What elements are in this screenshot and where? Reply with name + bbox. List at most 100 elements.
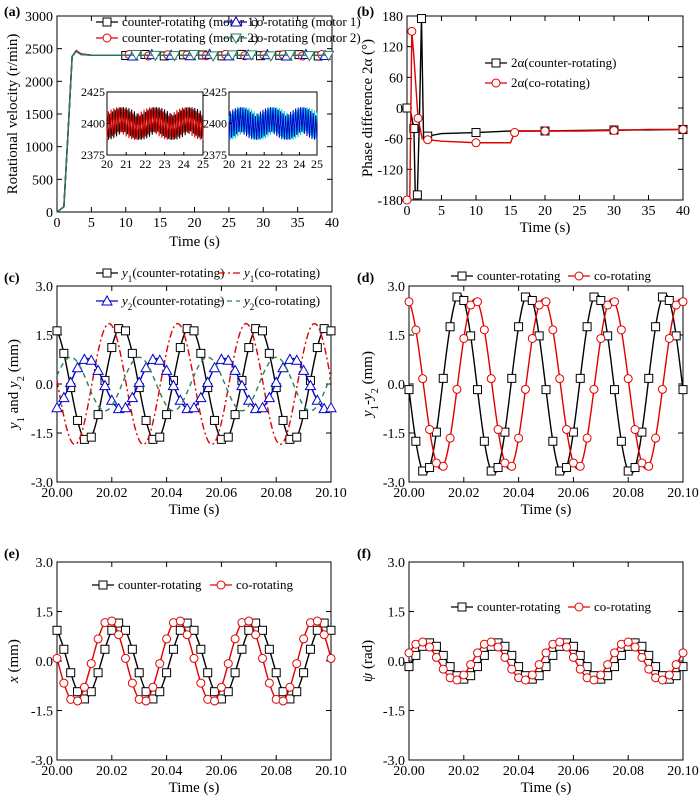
- data-point: [78, 353, 91, 364]
- data-point: [664, 295, 674, 305]
- legend-entry: y2(co-rotating): [218, 293, 320, 312]
- data-point: [52, 625, 62, 635]
- legend-label: counter-rotating: [477, 268, 561, 283]
- data-point: [651, 433, 661, 443]
- data-point: [182, 630, 192, 640]
- x-tick-label: 15: [153, 216, 167, 231]
- data-point: [147, 353, 159, 364]
- legend: counter-rotating co-rotating: [451, 268, 652, 283]
- data-point: [459, 670, 469, 680]
- data-point: [168, 644, 178, 654]
- data-point: [100, 644, 110, 654]
- data-point: [187, 49, 200, 61]
- data-point: [226, 50, 239, 61]
- x-tick-label: 20: [188, 216, 202, 231]
- series-line: [408, 293, 684, 475]
- data-point: [568, 652, 578, 662]
- data-point: [162, 668, 172, 678]
- panel-label: (f): [357, 547, 371, 562]
- legend-entry: counter-rotating: [92, 577, 202, 592]
- data-point: [107, 616, 117, 626]
- data-point: [630, 425, 640, 435]
- data-point: [623, 637, 633, 647]
- data-point: [671, 660, 681, 670]
- data-point: [196, 348, 206, 358]
- data-point: [520, 675, 530, 685]
- data-point: [160, 364, 173, 375]
- y-axis-label: ψ (rad): [360, 640, 376, 682]
- inset-series: [106, 107, 204, 140]
- y-tick-label: 0.0: [388, 655, 406, 670]
- data-point: [264, 644, 274, 654]
- data-point: [99, 379, 111, 391]
- y-tick-label: -3.0: [383, 476, 405, 491]
- data-point: [610, 385, 619, 395]
- legend-label: co-rotating (motor 2): [251, 30, 361, 45]
- data-point: [507, 373, 517, 383]
- y-tick-label: 0: [396, 102, 403, 117]
- data-point: [73, 415, 83, 425]
- data-point: [445, 322, 455, 332]
- y-tick-label: 3000: [25, 10, 53, 25]
- x-tick-label: 0: [404, 204, 411, 219]
- x-tick-label: 20.10: [667, 486, 699, 501]
- data-point: [127, 348, 137, 358]
- data-point: [189, 326, 199, 336]
- data-point: [101, 294, 113, 306]
- data-point: [548, 325, 558, 335]
- data-point: [148, 682, 158, 692]
- data-point: [413, 113, 423, 123]
- data-point: [491, 78, 501, 88]
- x-tick-label: 21: [120, 157, 132, 171]
- data-point: [149, 50, 162, 62]
- data-point: [162, 634, 172, 644]
- x-tick-label: 20.02: [96, 764, 128, 779]
- data-point: [175, 343, 185, 353]
- data-point: [311, 394, 324, 405]
- legend-entry: y2(counter-rotating): [96, 293, 224, 312]
- data-point: [127, 678, 137, 688]
- data-point: [644, 664, 654, 674]
- y-tick-label: 1.5: [36, 329, 54, 344]
- data-point: [119, 401, 132, 413]
- x-tick-label: 5: [438, 204, 445, 219]
- data-point: [130, 50, 142, 61]
- x-tick-label: 20.08: [260, 764, 292, 779]
- data-point: [264, 678, 274, 688]
- data-point: [510, 128, 520, 138]
- data-point: [114, 630, 124, 640]
- data-point: [651, 322, 661, 332]
- data-point: [284, 353, 296, 364]
- x-tick-label: 20.10: [667, 764, 699, 779]
- data-point: [575, 461, 585, 471]
- data-point: [418, 637, 428, 647]
- y-tick-label: 3.0: [388, 556, 406, 571]
- data-point: [610, 648, 619, 658]
- x-tick-label: 0: [54, 216, 61, 231]
- data-point: [201, 376, 214, 387]
- data-point: [79, 682, 89, 692]
- x-tick-label: 20.00: [393, 764, 425, 779]
- y-tick-label: -180: [377, 194, 403, 209]
- x-tick-label: 10: [119, 216, 133, 231]
- panel-e: 20.00 20.02 20.04 20.06 20.08 20.10 -3.0 -1.5 0.…: [4, 547, 347, 796]
- panel-f: 20.00 20.02 20.04 20.06 20.08 20.10 -3.0 -1.5 0.…: [357, 547, 699, 796]
- panel-label: (b): [357, 5, 374, 20]
- series-line: [56, 50, 332, 213]
- data-point: [491, 58, 501, 68]
- y-tick-label: 3.0: [36, 556, 54, 571]
- data-point: [141, 696, 151, 706]
- data-point: [404, 297, 414, 307]
- y-tick-label: 1500: [25, 108, 53, 123]
- y-tick-label: -1.5: [383, 427, 405, 442]
- data-point: [278, 415, 288, 425]
- y-tick-label: 0.0: [36, 655, 54, 670]
- data-point: [574, 602, 584, 612]
- data-point: [237, 644, 247, 654]
- legend-label: co-rotating: [236, 577, 294, 592]
- data-point: [479, 436, 489, 446]
- x-tick-label: 20.00: [41, 764, 73, 779]
- data-point: [58, 391, 70, 403]
- data-point: [520, 384, 530, 394]
- x-axis-label: Time (s): [169, 234, 220, 250]
